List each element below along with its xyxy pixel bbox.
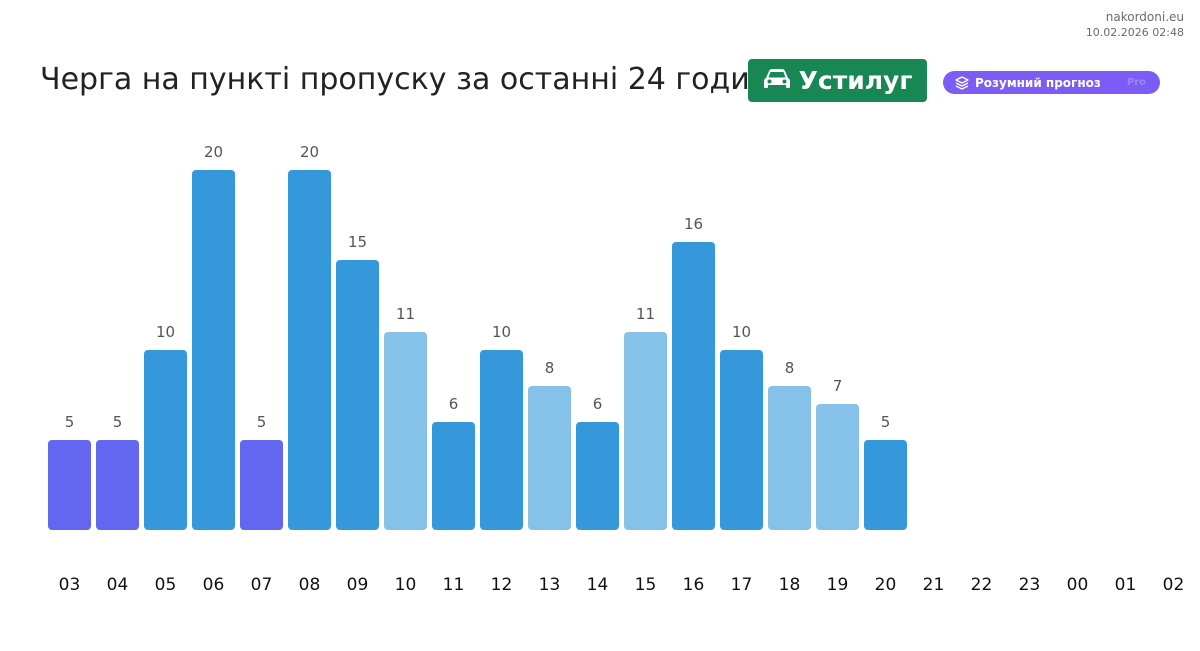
x-tick-16: 16 (683, 575, 705, 595)
x-tick-20: 20 (875, 575, 897, 595)
bar-03 (48, 440, 91, 530)
value-label-03: 5 (65, 413, 75, 431)
bar-11 (432, 422, 475, 530)
bar-12 (480, 350, 523, 530)
snapshot-datetime: 10.02.2026 02:48 (1085, 26, 1184, 39)
bar-18 (768, 386, 811, 530)
site-name: nakordoni.eu (1105, 10, 1184, 24)
smart-forecast-label: Розумний прогноз (975, 75, 1101, 90)
value-label-06: 20 (204, 143, 223, 161)
bar-05 (144, 350, 187, 530)
value-label-15: 11 (636, 305, 655, 323)
checkpoint-badge[interactable]: Устилуг (748, 59, 927, 102)
forecast-extra-label: Pro (1126, 77, 1146, 88)
x-tick-10: 10 (395, 575, 417, 595)
bar-15 (624, 332, 667, 530)
x-tick-22: 22 (971, 575, 993, 595)
x-tick-17: 17 (731, 575, 753, 595)
x-tick-15: 15 (635, 575, 657, 595)
x-tick-04: 04 (107, 575, 129, 595)
x-tick-18: 18 (779, 575, 801, 595)
value-label-09: 15 (348, 233, 367, 251)
bar-06 (192, 170, 235, 530)
smart-forecast-button[interactable]: Розумний прогноз Pro (943, 71, 1160, 94)
bar-04 (96, 440, 139, 530)
value-label-19: 7 (833, 377, 843, 395)
value-label-11: 6 (449, 395, 459, 413)
value-label-20: 5 (881, 413, 891, 431)
x-tick-09: 09 (347, 575, 369, 595)
value-label-12: 10 (492, 323, 511, 341)
x-tick-00: 00 (1067, 575, 1089, 595)
checkpoint-name: Устилуг (798, 66, 913, 95)
x-tick-14: 14 (587, 575, 609, 595)
bar-08 (288, 170, 331, 530)
bar-16 (672, 242, 715, 530)
bar-09 (336, 260, 379, 530)
x-tick-03: 03 (59, 575, 81, 595)
chart-title: Черга на пункті пропуску за останні 24 г… (40, 62, 789, 97)
x-tick-02: 02 (1163, 575, 1185, 595)
value-label-14: 6 (593, 395, 603, 413)
car-icon (763, 68, 791, 94)
value-label-07: 5 (257, 413, 267, 431)
value-label-16: 16 (684, 215, 703, 233)
x-tick-08: 08 (299, 575, 321, 595)
value-label-18: 8 (785, 359, 795, 377)
value-label-13: 8 (545, 359, 555, 377)
bar-07 (240, 440, 283, 530)
bar-17 (720, 350, 763, 530)
x-tick-19: 19 (827, 575, 849, 595)
value-label-04: 5 (113, 413, 123, 431)
layers-icon (955, 75, 969, 90)
x-tick-06: 06 (203, 575, 225, 595)
x-tick-23: 23 (1019, 575, 1041, 595)
x-tick-12: 12 (491, 575, 513, 595)
bar-13 (528, 386, 571, 530)
x-tick-21: 21 (923, 575, 945, 595)
x-tick-07: 07 (251, 575, 273, 595)
bar-20 (864, 440, 907, 530)
value-label-10: 11 (396, 305, 415, 323)
x-tick-01: 01 (1115, 575, 1137, 595)
value-label-08: 20 (300, 143, 319, 161)
bar-10 (384, 332, 427, 530)
x-tick-11: 11 (443, 575, 465, 595)
bar-19 (816, 404, 859, 530)
value-label-17: 10 (732, 323, 751, 341)
value-label-05: 10 (156, 323, 175, 341)
x-tick-05: 05 (155, 575, 177, 595)
bar-14 (576, 422, 619, 530)
x-tick-13: 13 (539, 575, 561, 595)
site-info: nakordoni.eu 10.02.2026 02:48 (1086, 9, 1184, 41)
